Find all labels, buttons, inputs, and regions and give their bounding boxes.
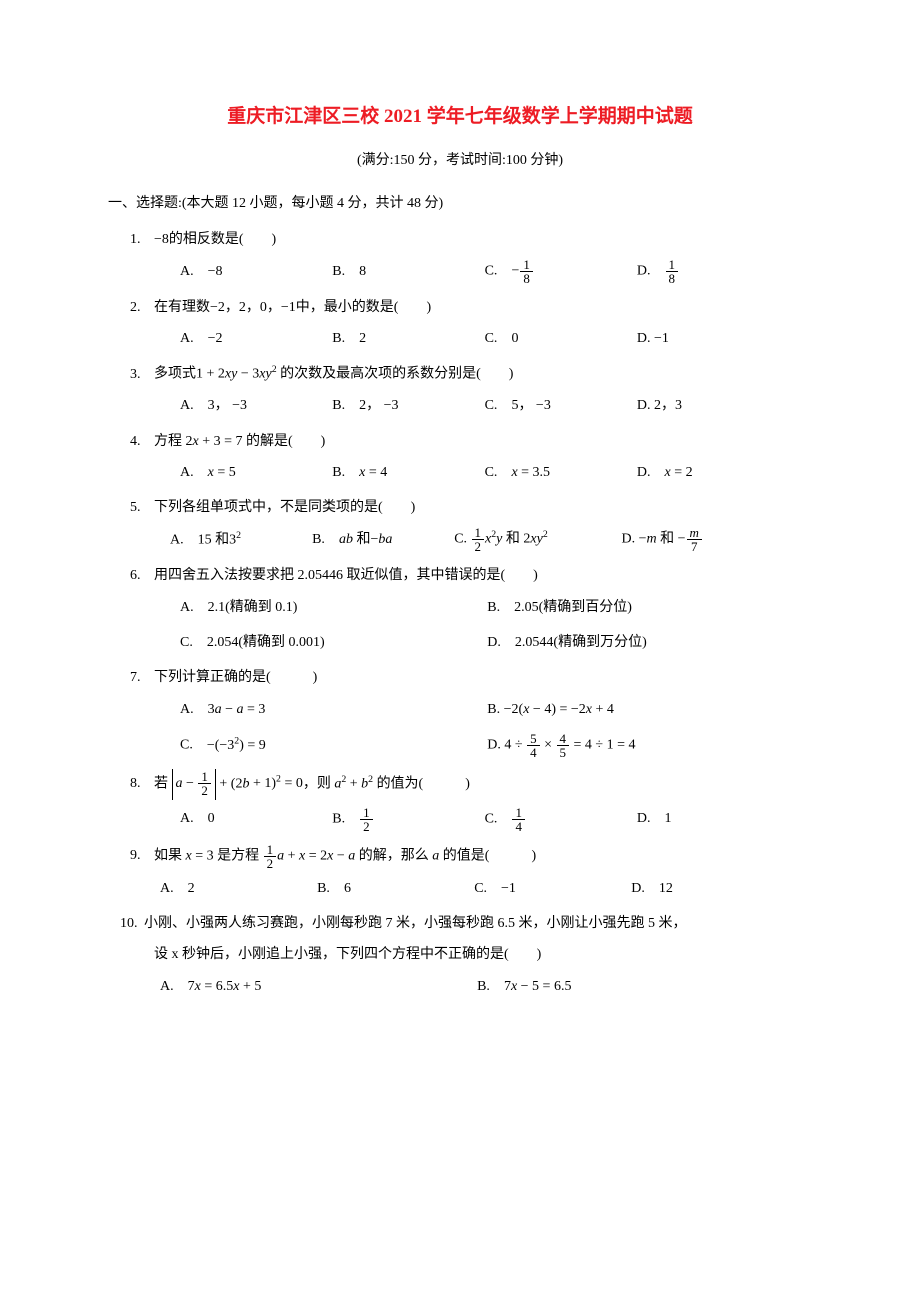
q1-opt-a: A. −8 xyxy=(180,259,329,284)
question-6: 6.用四舍五入法按要求把 2.05446 取近似值，其中错误的是( ) xyxy=(130,563,800,588)
q6-opt-a: A. 2.1(精确到 0.1) xyxy=(180,595,484,620)
q-number: 9. xyxy=(130,843,154,868)
q3-opt-a: A. 3， −3 xyxy=(180,393,329,418)
section-1-header: 一、选择题:(本大题 12 小题，每小题 4 分，共计 48 分) xyxy=(108,191,800,216)
q5-opt-c: C. 12x2y 和 2xy2 xyxy=(454,526,618,553)
q7-opt-a: A. 3a − a = 3 xyxy=(180,697,484,722)
q1-opt-b: B. 8 xyxy=(332,259,481,284)
q5-opt-b: B. ab 和−ba xyxy=(312,527,451,552)
q8-opt-c: C. 14 xyxy=(485,806,634,833)
question-2: 2.在有理数−2，2，0，−1中，最小的数是( ) xyxy=(130,295,800,320)
q2-opt-d: D. −1 xyxy=(637,326,786,351)
q8-opt-b: B. 12 xyxy=(332,806,481,833)
question-3: 3.多项式1 + 2xy − 3xy2 的次数及最高次项的系数分别是( ) xyxy=(130,361,800,387)
q6-opt-c: C. 2.054(精确到 0.001) xyxy=(180,630,484,655)
question-4: 4.方程 2x + 3 = 7 的解是( ) xyxy=(130,429,800,454)
question-7: 7.下列计算正确的是( ) xyxy=(130,665,800,690)
q2-opt-a: A. −2 xyxy=(180,326,329,351)
q3-opt-c: C. 5， −3 xyxy=(485,393,634,418)
question-9: 9.如果 x = 3 是方程 12a + x = 2x − a 的解，那么 a … xyxy=(130,843,800,870)
q4-opt-c: C. x = 3.5 xyxy=(485,460,634,485)
q-number: 2. xyxy=(130,295,154,320)
q8-opt-a: A. 0 xyxy=(180,806,329,831)
q9-opt-c: C. −1 xyxy=(474,876,628,901)
q2-opt-c: C. 0 xyxy=(485,326,634,351)
question-1: 1.−8的相反数是( ) xyxy=(130,227,800,252)
question-10-line2: 设 x 秒钟后，小刚追上小强，下列四个方程中不正确的是( ) xyxy=(154,942,800,967)
q7-opt-c: C. −(−32) = 9 xyxy=(180,732,484,758)
q10-opt-a: A. 7x = 6.5x + 5 xyxy=(160,974,474,999)
q10-opt-b: B. 7x − 5 = 6.5 xyxy=(477,974,791,999)
q-text: 下列计算正确的是( ) xyxy=(154,670,317,685)
q10-options: A. 7x = 6.5x + 5 B. 7x − 5 = 6.5 xyxy=(160,973,800,998)
q7-opt-b: B. −2(x − 4) = −2x + 4 xyxy=(487,697,791,722)
q-text: 下列各组单项式中，不是同类项的是( ) xyxy=(154,500,415,515)
q4-options: A. x = 5 B. x = 4 C. x = 3.5 D. x = 2 xyxy=(180,460,800,485)
q5-opt-d: D. −m 和 −m7 xyxy=(621,526,785,553)
q-text: 小刚、小强两人练习赛跑，小刚每秒跑 7 米，小强每秒跑 6.5 米，小刚让小强先… xyxy=(144,916,687,931)
q4-opt-d: D. x = 2 xyxy=(637,460,786,485)
q-text: 用四舍五入法按要求把 2.05446 取近似值，其中错误的是( ) xyxy=(154,568,538,583)
q1-options: A. −8 B. 8 C. −18 D. 18 xyxy=(180,258,800,285)
q8-options: A. 0 B. 12 C. 14 D. 1 xyxy=(180,806,800,833)
page-title: 重庆市江津区三校 2021 学年七年级数学上学期期中试题 xyxy=(120,100,800,134)
q-number: 8. xyxy=(130,771,154,796)
q5-opt-a: A. 15 和32 xyxy=(170,527,309,553)
q3-options: A. 3， −3 B. 2， −3 C. 5， −3 D. 2，3 xyxy=(180,393,800,418)
q2-options: A. −2 B. 2 C. 0 D. −1 xyxy=(180,326,800,351)
q6-opt-b: B. 2.05(精确到百分位) xyxy=(487,595,791,620)
question-10: 10.小刚、小强两人练习赛跑，小刚每秒跑 7 米，小强每秒跑 6.5 米，小刚让… xyxy=(120,911,800,936)
exam-meta: (满分:150 分，考试时间:100 分钟) xyxy=(120,148,800,173)
q-number: 7. xyxy=(130,665,154,690)
q3-opt-d: D. 2，3 xyxy=(637,393,786,418)
q-number: 1. xyxy=(130,227,154,252)
q9-opt-b: B. 6 xyxy=(317,876,471,901)
q4-opt-a: A. x = 5 xyxy=(180,460,329,485)
q-text: −8的相反数是( ) xyxy=(154,232,276,247)
q-text2: 设 x 秒钟后，小刚追上小强，下列四个方程中不正确的是( ) xyxy=(154,947,541,962)
q-number: 5. xyxy=(130,495,154,520)
q-number: 6. xyxy=(130,563,154,588)
q7-options-2: C. −(−32) = 9 D. 4 ÷ 54 × 45 = 4 ÷ 1 = 4 xyxy=(180,732,800,759)
q-number: 4. xyxy=(130,429,154,454)
q5-options: A. 15 和32 B. ab 和−ba C. 12x2y 和 2xy2 D. … xyxy=(170,526,800,553)
q2-opt-b: B. 2 xyxy=(332,326,481,351)
q7-options: A. 3a − a = 3 B. −2(x − 4) = −2x + 4 xyxy=(180,696,800,721)
q1-opt-d: D. 18 xyxy=(637,258,786,285)
q1-opt-c: C. −18 xyxy=(485,258,634,285)
q7-opt-d: D. 4 ÷ 54 × 45 = 4 ÷ 1 = 4 xyxy=(487,732,791,759)
q9-options: A. 2 B. 6 C. −1 D. 12 xyxy=(160,876,800,901)
question-5: 5.下列各组单项式中，不是同类项的是( ) xyxy=(130,495,800,520)
q8-opt-d: D. 1 xyxy=(637,806,786,831)
q6-opt-d: D. 2.0544(精确到万分位) xyxy=(487,630,791,655)
q9-opt-a: A. 2 xyxy=(160,876,314,901)
q6-options-2: C. 2.054(精确到 0.001) D. 2.0544(精确到万分位) xyxy=(180,630,800,655)
q-number: 10. xyxy=(120,911,144,936)
question-8: 8.若 a − 12 + (2b + 1)2 = 0，则 a2 + b2 的值为… xyxy=(130,769,800,800)
q-text: 在有理数−2，2，0，−1中，最小的数是( ) xyxy=(154,300,431,315)
q9-opt-d: D. 12 xyxy=(631,876,785,901)
q6-options: A. 2.1(精确到 0.1) B. 2.05(精确到百分位) xyxy=(180,594,800,619)
q-number: 3. xyxy=(130,362,154,387)
q4-opt-b: B. x = 4 xyxy=(332,460,481,485)
q3-opt-b: B. 2， −3 xyxy=(332,393,481,418)
